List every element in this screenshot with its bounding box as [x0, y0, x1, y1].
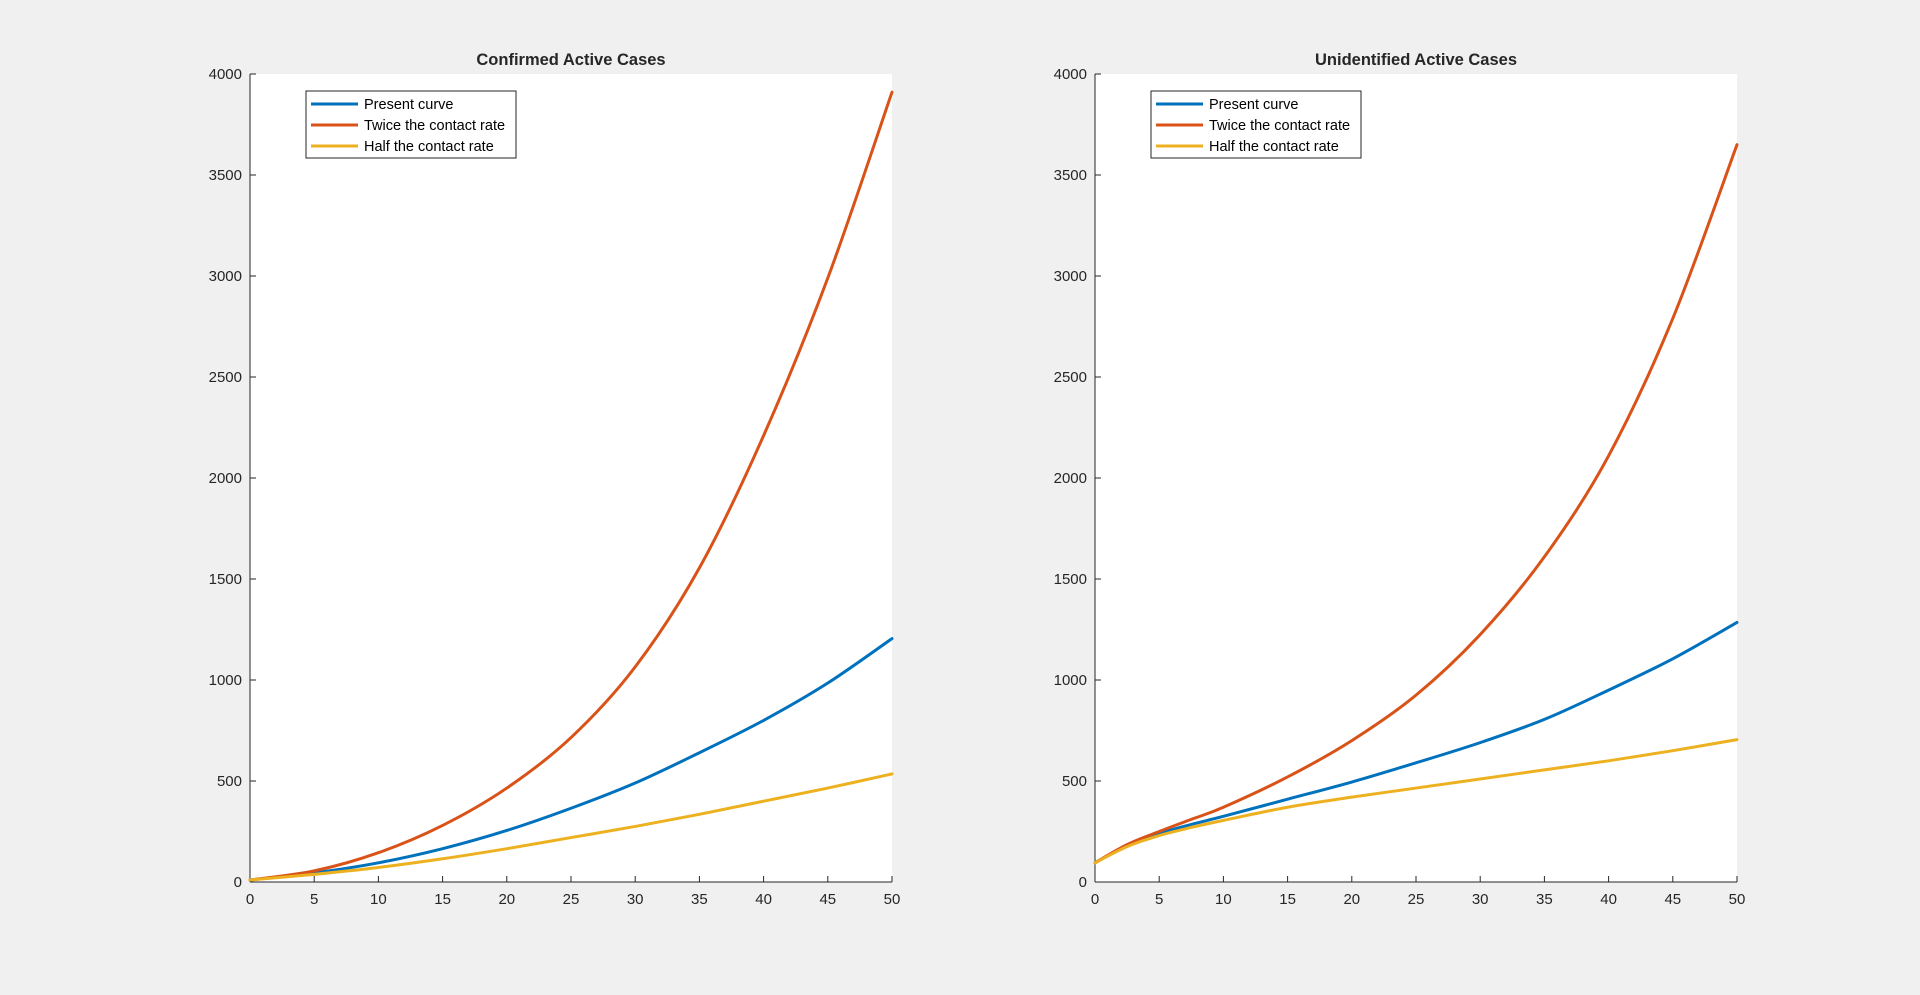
x-tick-label: 40 [1600, 891, 1617, 908]
legend-label: Half the contact rate [1209, 139, 1339, 155]
y-tick-label: 1500 [1054, 571, 1087, 588]
y-tick-label: 3500 [209, 167, 242, 184]
y-tick-label: 500 [217, 773, 242, 790]
series-line-2 [1093, 143, 1739, 865]
y-tick-label: 2500 [209, 369, 242, 386]
x-tick-label: 0 [1091, 891, 1099, 908]
x-tick-label: 0 [246, 891, 254, 908]
x-tick-label: 5 [310, 891, 318, 908]
x-tick-label: 45 [819, 891, 836, 908]
series-line-2 [248, 90, 894, 882]
x-tick-label: 10 [1215, 891, 1232, 908]
chart-title: Confirmed Active Cases [476, 51, 665, 69]
y-tick-label: 2000 [209, 470, 242, 487]
legend-label: Twice the contact rate [1209, 118, 1350, 134]
axes-2: Unidentified Active Cases 0 5 10 15 20 25 30 35 4… [1054, 51, 1746, 908]
x-tick-label: 35 [691, 891, 708, 908]
x-tick-label: 25 [563, 891, 580, 908]
axes-1: Confirmed Active Cases 0 5 10 15 20 25 30 35 40 45… [209, 51, 901, 908]
series-line-1 [248, 637, 894, 882]
y-tick-label: 3000 [209, 268, 242, 285]
series-line-3 [1093, 738, 1739, 865]
legend-label: Twice the contact rate [364, 118, 505, 134]
x-tick-label: 45 [1664, 891, 1681, 908]
plot-area [1095, 74, 1737, 882]
y-tick-label: 1000 [209, 672, 242, 689]
legend-label: Present curve [1209, 97, 1298, 113]
legend-label: Half the contact rate [364, 139, 494, 155]
y-tick-label: 1500 [209, 571, 242, 588]
x-tick-label: 40 [755, 891, 772, 908]
y-tick-label: 0 [234, 874, 242, 891]
x-tick-label: 5 [1155, 891, 1163, 908]
x-tick-label: 30 [627, 891, 644, 908]
y-tick-label: 500 [1062, 773, 1087, 790]
series-line-3 [248, 772, 894, 882]
x-tick-label: 15 [434, 891, 451, 908]
x-tick-label: 50 [1729, 891, 1746, 908]
x-tick-label: 15 [1279, 891, 1296, 908]
y-tick-label: 2500 [1054, 369, 1087, 386]
chart-title: Unidentified Active Cases [1315, 51, 1517, 69]
x-tick-label: 20 [498, 891, 515, 908]
legend-label: Present curve [364, 97, 453, 113]
y-tick-label: 1000 [1054, 672, 1087, 689]
y-tick-label: 0 [1079, 874, 1087, 891]
y-tick-label: 4000 [209, 66, 242, 83]
x-tick-label: 25 [1408, 891, 1425, 908]
y-tick-label: 4000 [1054, 66, 1087, 83]
legend[interactable]: Present curve Twice the contact rate Half … [1150, 90, 1362, 159]
x-tick-label: 50 [884, 891, 901, 908]
series-line-1 [1093, 620, 1739, 865]
x-tick-label: 20 [1343, 891, 1360, 908]
x-tick-label: 35 [1536, 891, 1553, 908]
x-tick-label: 30 [1472, 891, 1489, 908]
y-tick-label: 2000 [1054, 470, 1087, 487]
x-tick-label: 10 [370, 891, 387, 908]
legend[interactable]: Present curve Twice the contact rate Half … [305, 90, 517, 159]
y-tick-label: 3500 [1054, 167, 1087, 184]
y-tick-label: 3000 [1054, 268, 1087, 285]
plot-area [250, 74, 892, 882]
